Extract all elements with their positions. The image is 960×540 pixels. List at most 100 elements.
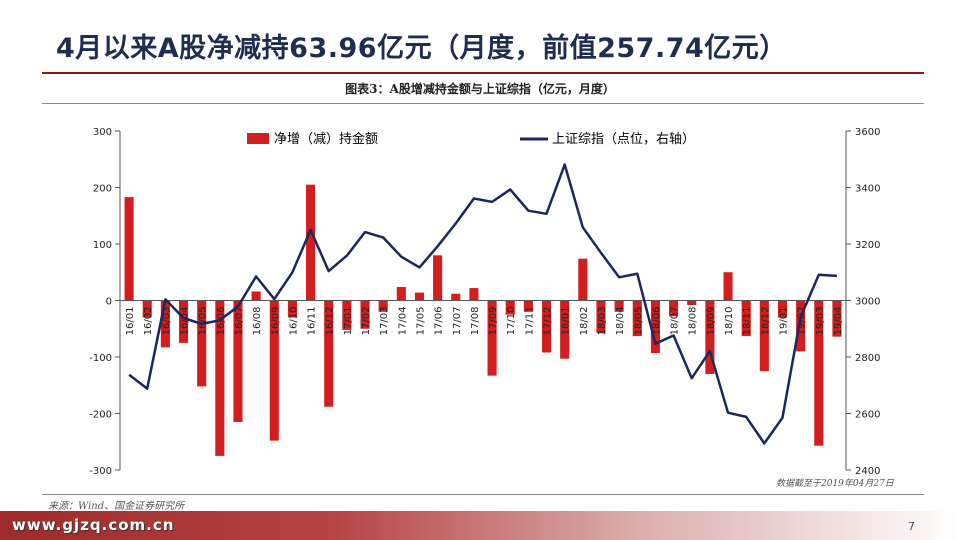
bar [669, 300, 679, 317]
bar [560, 300, 570, 359]
bar [197, 300, 207, 387]
y-tick-label-right: 3000 [855, 297, 880, 308]
bar [541, 300, 552, 353]
x-tick-label: 18/09 [706, 307, 717, 336]
bar [233, 300, 243, 422]
x-tick-label: 16/10 [288, 307, 299, 336]
x-tick-label: 18/08 [688, 307, 699, 336]
bar [178, 300, 189, 343]
bar [578, 258, 588, 301]
bar [324, 300, 334, 407]
legend-line-label: 上证综指（点位，右轴） [552, 132, 695, 147]
bar [433, 255, 443, 301]
legend-bar-swatch [247, 133, 269, 144]
source-divider [42, 494, 924, 495]
bar [142, 300, 152, 318]
bar [687, 300, 697, 306]
bar [814, 300, 824, 446]
bar [650, 300, 660, 354]
x-tick-label: 17/12 [543, 307, 554, 336]
caption-divider [42, 103, 924, 104]
bar [505, 300, 515, 315]
x-tick-label: 17/05 [415, 307, 426, 336]
x-tick-label: 18/11 [742, 307, 753, 336]
bar [705, 300, 715, 374]
bar [378, 300, 388, 312]
x-tick-label: 17/09 [488, 307, 499, 336]
x-tick-label: 18/04 [615, 307, 626, 336]
x-tick-label: 16/03 [161, 307, 172, 336]
x-tick-label: 17/07 [452, 307, 463, 336]
x-tick-label: 18/03 [597, 307, 608, 336]
x-tick-label: 17/06 [434, 307, 445, 336]
source-note: 来源：Wind、国金证券研究所 [48, 501, 185, 512]
bar [360, 300, 370, 329]
bar [741, 300, 751, 337]
bar [723, 272, 733, 301]
bar-series [120, 184, 846, 456]
y-tick-label-right: 3400 [855, 184, 880, 195]
bar [414, 292, 425, 301]
x-tick-label: 17/11 [524, 307, 535, 336]
line-series [128, 163, 837, 445]
y-tick-label-left: 0 [106, 297, 112, 308]
bar [269, 300, 279, 441]
x-tick-label: 17/03 [379, 307, 390, 336]
x-tick-label: 16/01 [125, 307, 136, 336]
y-tick-label-left: 200 [93, 184, 112, 195]
y-tick-label-left: -300 [89, 466, 112, 477]
index-line [128, 163, 837, 445]
title-divider [42, 72, 924, 74]
x-tick-label: 19/01 [778, 307, 789, 336]
x-tick-label: 16/06 [216, 307, 227, 336]
x-tick-label: 17/02 [361, 307, 372, 336]
y-tick-label-left: -100 [89, 353, 112, 364]
bar [523, 300, 533, 312]
x-tick-label: 18/07 [670, 307, 681, 336]
bar [215, 300, 225, 456]
page-number: 7 [908, 520, 915, 533]
x-tick-label: 16/08 [252, 307, 263, 336]
bar [306, 184, 316, 301]
bar [287, 300, 297, 318]
bar [596, 300, 606, 334]
x-tick-label: 17/04 [397, 307, 408, 336]
x-tick-label: 18/06 [651, 307, 662, 336]
bar [451, 293, 461, 301]
x-tick-label: 16/12 [325, 307, 336, 336]
chart-axes: -300 -200 -100 0 100 200 300 2400 2600 2800 3000 32… [89, 127, 880, 477]
y-tick-label-right: 2600 [855, 410, 880, 421]
bar [124, 197, 134, 301]
y-tick-label-right: 2800 [855, 353, 880, 364]
x-tick-label: 16/02 [143, 307, 154, 336]
x-tick-label: 18/12 [760, 307, 771, 336]
x-tick-label: 17/01 [343, 307, 354, 336]
x-tick-label: 18/01 [561, 307, 572, 336]
x-tick-label: 16/05 [198, 307, 209, 336]
x-tick-label: 19/03 [815, 307, 826, 336]
bar [632, 300, 642, 337]
bar [759, 300, 769, 372]
x-tick-label: 17/08 [470, 307, 481, 336]
x-tick-label: 18/05 [633, 307, 644, 336]
bar [614, 300, 624, 312]
bar [832, 300, 842, 337]
y-tick-label-left: 100 [93, 240, 112, 251]
y-tick-label-right: 2400 [855, 466, 880, 477]
footer-bar [0, 511, 960, 540]
chart-caption: 图表3：A股增减持金额与上证综指（亿元，月度） [345, 82, 615, 96]
bar [487, 300, 497, 376]
bar [777, 300, 788, 318]
y-tick-label-right: 3600 [855, 127, 880, 138]
legend-bar-label: 净增（减）持金额 [274, 131, 378, 147]
slide-title: 4月以来A股净减持63.96亿元（月度，前值257.74亿元） [56, 33, 787, 64]
x-tick-label: 16/04 [180, 307, 191, 336]
bar [342, 300, 352, 330]
x-tick-label: 16/11 [307, 307, 318, 336]
chart-legend: 净增（减）持金额 上证综指（点位，右轴） [247, 131, 695, 147]
x-tick-label: 16/07 [234, 307, 245, 336]
x-tick-label: 17/10 [506, 307, 517, 336]
bar [396, 286, 406, 301]
bar [160, 300, 170, 348]
x-tick-label: 19/02 [797, 307, 808, 336]
